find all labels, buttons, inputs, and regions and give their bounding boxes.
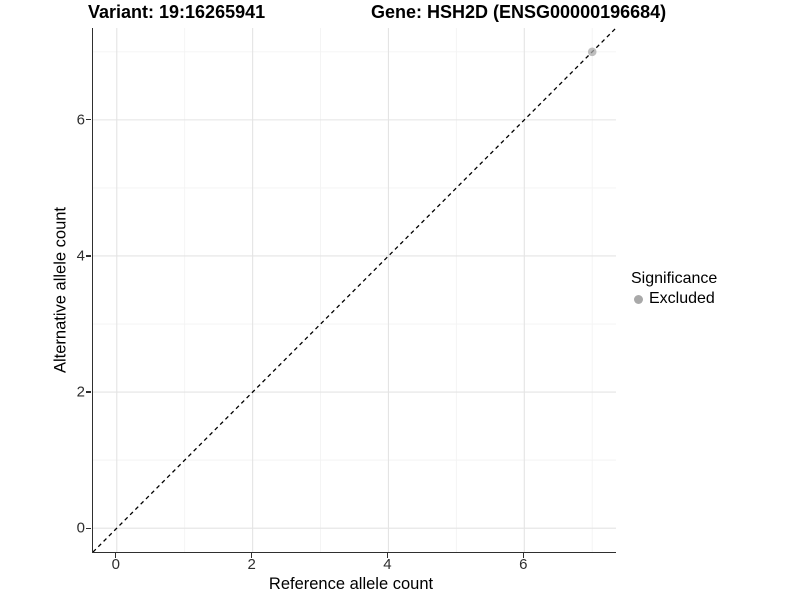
- x-tick-mark: [251, 553, 253, 558]
- y-tick-label: 2: [76, 383, 85, 401]
- x-tick-label: 4: [383, 556, 392, 573]
- x-tick-mark: [115, 553, 117, 558]
- plot-panel: [92, 28, 616, 553]
- plot-title-variant: Variant: 19:16265941: [88, 2, 266, 22]
- legend: Significance Excluded: [631, 270, 717, 308]
- x-tick-label: 6: [519, 556, 528, 573]
- x-tick-label: 0: [111, 556, 120, 573]
- y-tick-mark: [86, 119, 91, 121]
- x-axis-title: Reference allele count: [268, 575, 434, 593]
- x-tick-mark: [386, 553, 389, 558]
- identity-line: [93, 28, 616, 552]
- y-tick-label: 4: [76, 247, 85, 265]
- legend-title: Significance: [631, 270, 718, 287]
- legend-item-excluded: Excluded: [631, 290, 717, 308]
- y-tick-mark: [86, 255, 91, 257]
- data-point: [587, 47, 597, 57]
- legend-point-icon: [634, 294, 643, 304]
- y-tick-label: 6: [76, 111, 85, 129]
- plot-area: [93, 28, 616, 552]
- y-tick-mark: [86, 527, 91, 529]
- x-tick-label: 2: [247, 556, 256, 573]
- legend-item-label: Excluded: [649, 290, 715, 307]
- x-tick-mark: [522, 553, 524, 558]
- y-tick-mark: [86, 391, 91, 393]
- y-axis-title: Alternative allele count: [51, 206, 70, 374]
- y-tick-label: 0: [76, 519, 85, 537]
- plot-title-gene: Gene: HSH2D (ENSG00000196684): [371, 2, 667, 22]
